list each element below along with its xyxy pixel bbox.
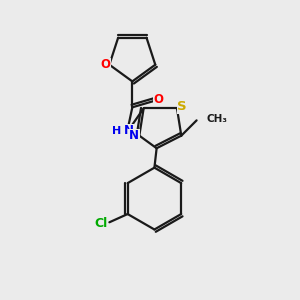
Text: Cl: Cl: [94, 217, 108, 230]
Text: N: N: [124, 124, 134, 137]
Text: O: O: [154, 93, 164, 106]
Text: O: O: [101, 58, 111, 71]
Text: N: N: [129, 129, 139, 142]
Text: S: S: [177, 100, 187, 113]
Text: H: H: [112, 126, 122, 136]
Text: CH₃: CH₃: [206, 114, 227, 124]
